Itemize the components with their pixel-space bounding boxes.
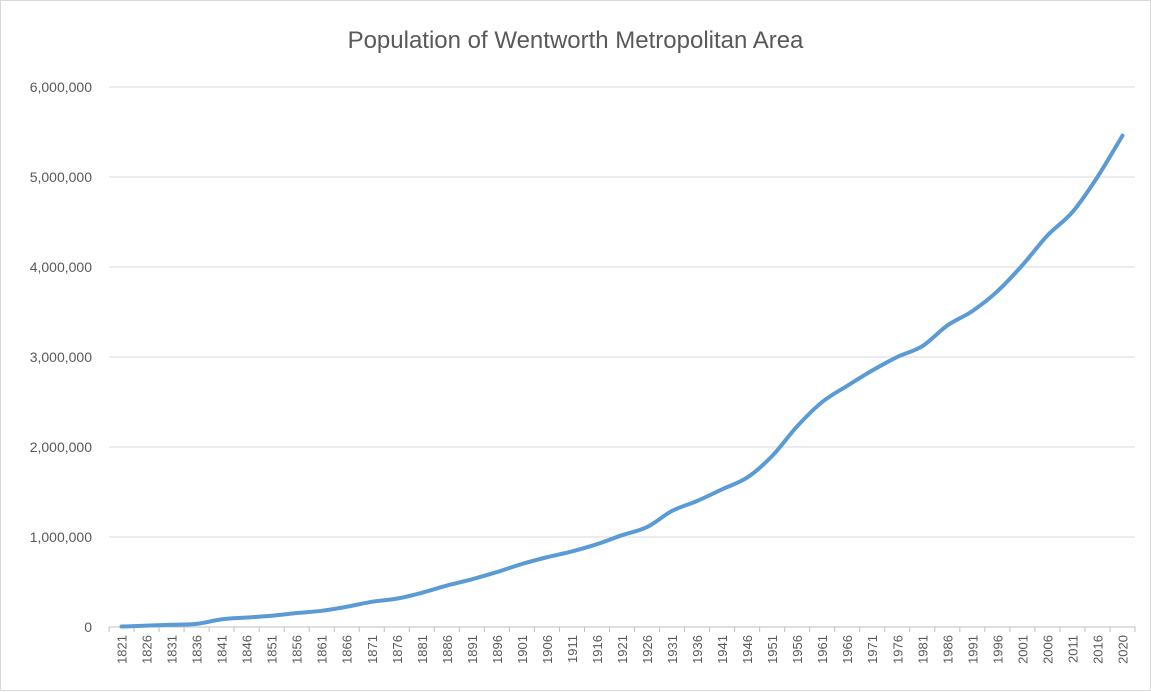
x-tick-label: 1911 — [565, 635, 580, 663]
x-tick-label: 2016 — [1090, 635, 1105, 664]
x-tick-label: 1836 — [190, 635, 205, 664]
gridlines — [108, 86, 1136, 632]
x-tick-label: 1961 — [815, 635, 830, 664]
x-tick-label: 1871 — [365, 635, 380, 664]
x-tick-label: 2020 — [1115, 635, 1130, 664]
x-tick-label: 1971 — [865, 635, 880, 664]
x-tick-label: 1996 — [990, 635, 1005, 664]
x-tick-label: 1826 — [140, 635, 155, 664]
y-tick-label: 2,000,000 — [30, 439, 92, 455]
x-tick-label: 1891 — [465, 635, 480, 664]
y-tick-label: 6,000,000 — [30, 79, 92, 95]
x-tick-label: 1831 — [165, 635, 180, 664]
x-tick-label: 2011 — [1065, 635, 1080, 663]
x-tick-label: 1866 — [340, 635, 355, 664]
y-tick-label: 5,000,000 — [30, 169, 92, 185]
x-tick-label: 1841 — [215, 635, 230, 664]
y-axis-tick-labels: 0 1,000,000 2,000,000 3,000,000 4,000,000 5,0… — [30, 79, 93, 635]
chart-title: Population of Wentworth Metropolitan Are… — [347, 27, 804, 54]
x-tick-label: 1876 — [390, 635, 405, 664]
x-tick-label: 1941 — [715, 635, 730, 664]
x-tick-label: 1896 — [490, 635, 505, 664]
x-axis-tick-labels: 1821 1826 1831 1836 1841 1846 1851 1856 1861 1866… — [115, 635, 1131, 664]
y-tick-label: 4,000,000 — [30, 259, 92, 275]
x-tick-label: 2006 — [1040, 635, 1055, 664]
x-tick-label: 1916 — [590, 635, 605, 664]
x-tick-label: 1956 — [790, 635, 805, 664]
x-tick-label: 1976 — [890, 635, 905, 664]
x-tick-label: 1921 — [615, 635, 630, 664]
x-tick-label: 1946 — [740, 635, 755, 664]
x-tick-label: 1901 — [515, 635, 530, 664]
x-tick-label: 1936 — [690, 635, 705, 664]
x-tick-label: 1986 — [940, 635, 955, 664]
series-lines — [119, 133, 1125, 629]
x-tick-label: 1991 — [965, 635, 980, 664]
x-tick-label: 1951 — [765, 635, 780, 664]
x-tick-label: 1886 — [440, 635, 455, 664]
y-tick-label: 1,000,000 — [30, 529, 92, 545]
x-tick-label: 1881 — [415, 635, 430, 664]
x-tick-label: 1966 — [840, 635, 855, 664]
series-line-0 — [119, 133, 1125, 629]
x-tick-label: 1846 — [240, 635, 255, 664]
y-tick-label: 3,000,000 — [30, 349, 92, 365]
x-tick-label: 1926 — [640, 635, 655, 664]
x-tick-label: 1856 — [290, 635, 305, 664]
y-tick-label: 0 — [84, 619, 92, 635]
x-tick-label: 1931 — [665, 635, 680, 664]
x-tick-label: 1861 — [315, 635, 330, 664]
x-tick-label: 1851 — [265, 635, 280, 664]
x-tick-label: 1821 — [115, 635, 130, 664]
x-tick-label: 1906 — [540, 635, 555, 664]
x-tick-label: 2001 — [1015, 635, 1030, 664]
x-tick-label: 1981 — [915, 635, 930, 664]
